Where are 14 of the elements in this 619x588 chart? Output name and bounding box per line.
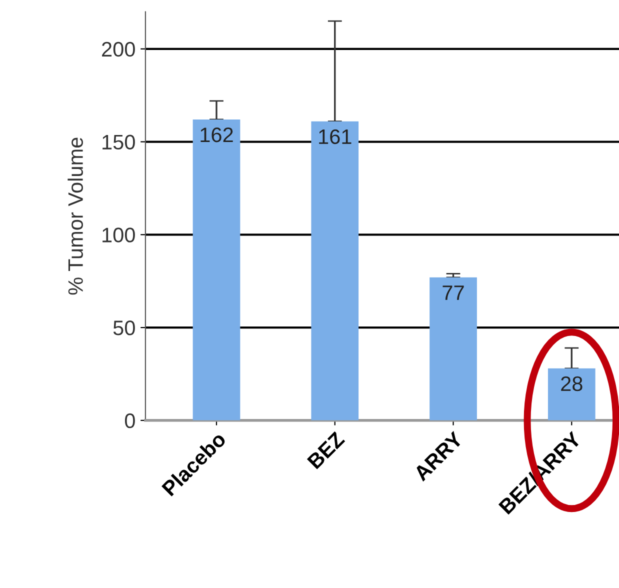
y-tick-label: 100 [102,228,135,242]
y-axis-title: % Tumor Volume [68,138,83,295]
bar [192,120,240,420]
y-tick-label: 150 [102,134,135,150]
data-label: 162 [200,127,233,142]
bar [430,277,477,420]
data-label: 77 [442,286,464,300]
bar [311,121,359,420]
bar [548,368,596,420]
data-label: 161 [319,129,352,144]
y-tick-label: 50 [113,320,135,336]
data-label: 28 [561,376,582,392]
y-tick-label: 0 [124,413,135,428]
y-tick-label: 200 [102,42,135,57]
